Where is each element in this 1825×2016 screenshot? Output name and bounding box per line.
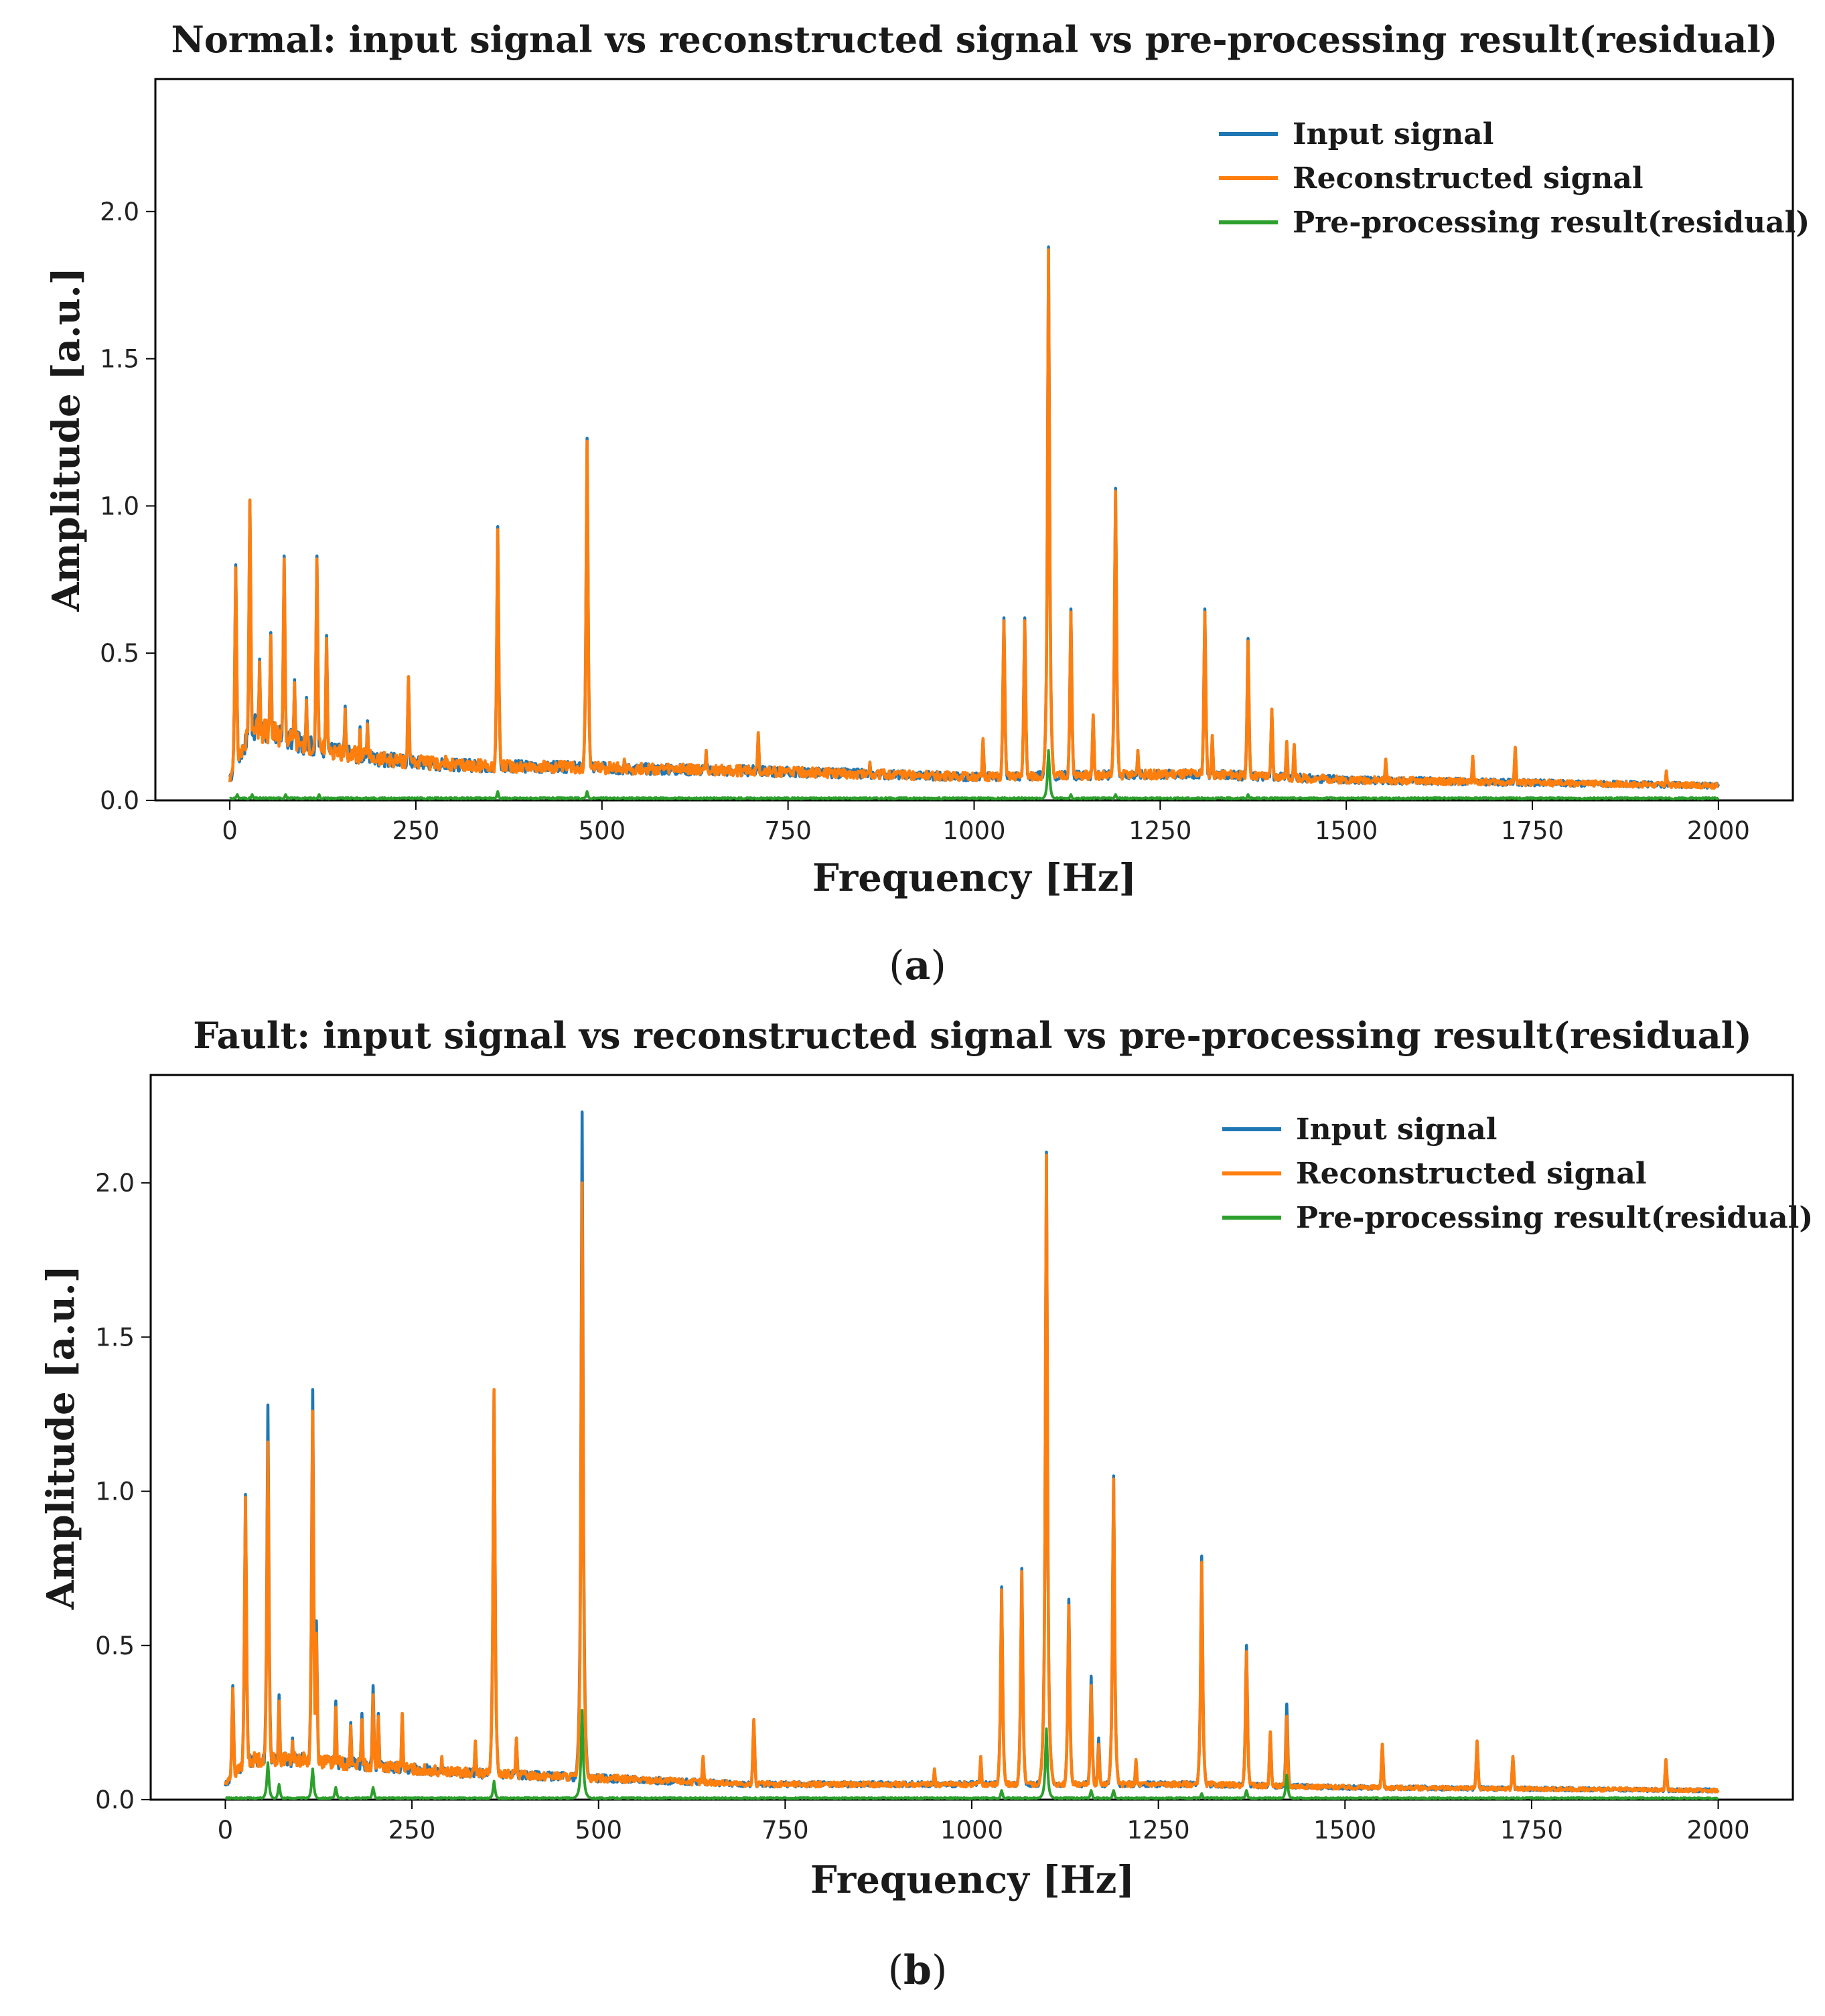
legend-b-residual-label: Pre-processing result(residual) — [1296, 1201, 1813, 1235]
chart-a-line-reconstructed — [228, 248, 1720, 790]
legend-a-reconstructed-label: Reconstructed signal — [1293, 161, 1644, 196]
chart-b-ytick-label: 1.0 — [95, 1478, 135, 1506]
chart-b-xtick-label: 500 — [575, 1816, 622, 1845]
chart-b-title: Fault: input signal vs reconstructed sig… — [193, 1014, 1752, 1057]
chart-a-line-input — [228, 245, 1721, 790]
chart-b-xtick-label: 250 — [388, 1816, 436, 1845]
chart-a-xtick-label: 250 — [392, 816, 440, 845]
chart-a-series — [228, 245, 1721, 801]
chart-a-ytick-label: 1.0 — [100, 492, 139, 520]
legend-b-input-label: Input signal — [1296, 1112, 1497, 1147]
chart-b-xtick-label: 1000 — [940, 1816, 1003, 1845]
chart-a-xtick-label: 750 — [764, 816, 812, 845]
chart-a-xtick-label: 1000 — [942, 816, 1005, 845]
chart-a-xlabel: Frequency [Hz] — [812, 856, 1137, 900]
chart-a-legend: Input signal Reconstructed signal Pre-pr… — [1219, 117, 1810, 240]
chart-b-xtick-label: 2000 — [1686, 1816, 1749, 1845]
chart-b-line-residual — [224, 1709, 1719, 1800]
chart-b-x-ticks: 0 250 500 750 1000 1250 1500 1750 2000 — [218, 1800, 1750, 1845]
chart-a-ylabel: Amplitude [a.u.] — [44, 267, 88, 612]
chart-a-caption: (a) — [889, 942, 946, 989]
chart-a-title: Normal: input signal vs reconstructed si… — [171, 18, 1778, 61]
legend-b-reconstructed-label: Reconstructed signal — [1296, 1157, 1647, 1191]
chart-a-ytick-label: 2.0 — [100, 198, 139, 226]
chart-b-xtick-label: 0 — [218, 1816, 234, 1845]
chart-a-xtick-label: 0 — [222, 816, 238, 845]
chart-a-xtick-label: 500 — [579, 816, 626, 845]
chart-b-ytick-label: 0.5 — [95, 1632, 135, 1660]
chart-a-xtick-label: 1750 — [1501, 816, 1564, 845]
chart-b-caption: (b) — [888, 1947, 948, 1994]
legend-a-input-label: Input signal — [1293, 117, 1493, 151]
chart-a-xtick-label: 1500 — [1315, 816, 1378, 845]
chart-a-y-ticks: 0.0 0.5 1.0 1.5 2.0 — [100, 198, 155, 815]
chart-b-line-reconstructed — [224, 1153, 1720, 1794]
chart-a-xtick-label: 1250 — [1128, 816, 1191, 845]
chart-a: Normal: input signal vs reconstructed si… — [44, 18, 1810, 989]
chart-b-ylabel: Amplitude [a.u.] — [39, 1265, 83, 1610]
chart-b-legend: Input signal Reconstructed signal Pre-pr… — [1222, 1112, 1813, 1235]
chart-b-ytick-label: 1.5 — [95, 1323, 135, 1352]
chart-b-xtick-label: 1250 — [1127, 1816, 1190, 1845]
chart-b-series — [224, 1110, 1720, 1800]
legend-a-residual-label: Pre-processing result(residual) — [1293, 206, 1810, 240]
chart-b: Fault: input signal vs reconstructed sig… — [39, 1014, 1813, 1994]
chart-a-ytick-label: 0.0 — [100, 786, 139, 815]
chart-b-ytick-label: 2.0 — [95, 1169, 135, 1198]
chart-b-xtick-label: 750 — [761, 1816, 809, 1845]
chart-a-x-ticks: 0 250 500 750 1000 1250 1500 1750 2000 — [222, 800, 1750, 845]
chart-b-y-ticks: 0.0 0.5 1.0 1.5 2.0 — [95, 1169, 151, 1814]
chart-b-xtick-label: 1750 — [1500, 1816, 1563, 1845]
chart-a-xtick-label: 2000 — [1687, 816, 1750, 845]
chart-b-ytick-label: 0.0 — [95, 1786, 135, 1814]
chart-a-ytick-label: 1.5 — [100, 345, 139, 374]
chart-b-xtick-label: 1500 — [1313, 1816, 1376, 1845]
chart-a-line-residual — [229, 749, 1720, 801]
chart-a-ytick-label: 0.5 — [100, 639, 139, 668]
chart-b-xlabel: Frequency [Hz] — [810, 1858, 1135, 1902]
